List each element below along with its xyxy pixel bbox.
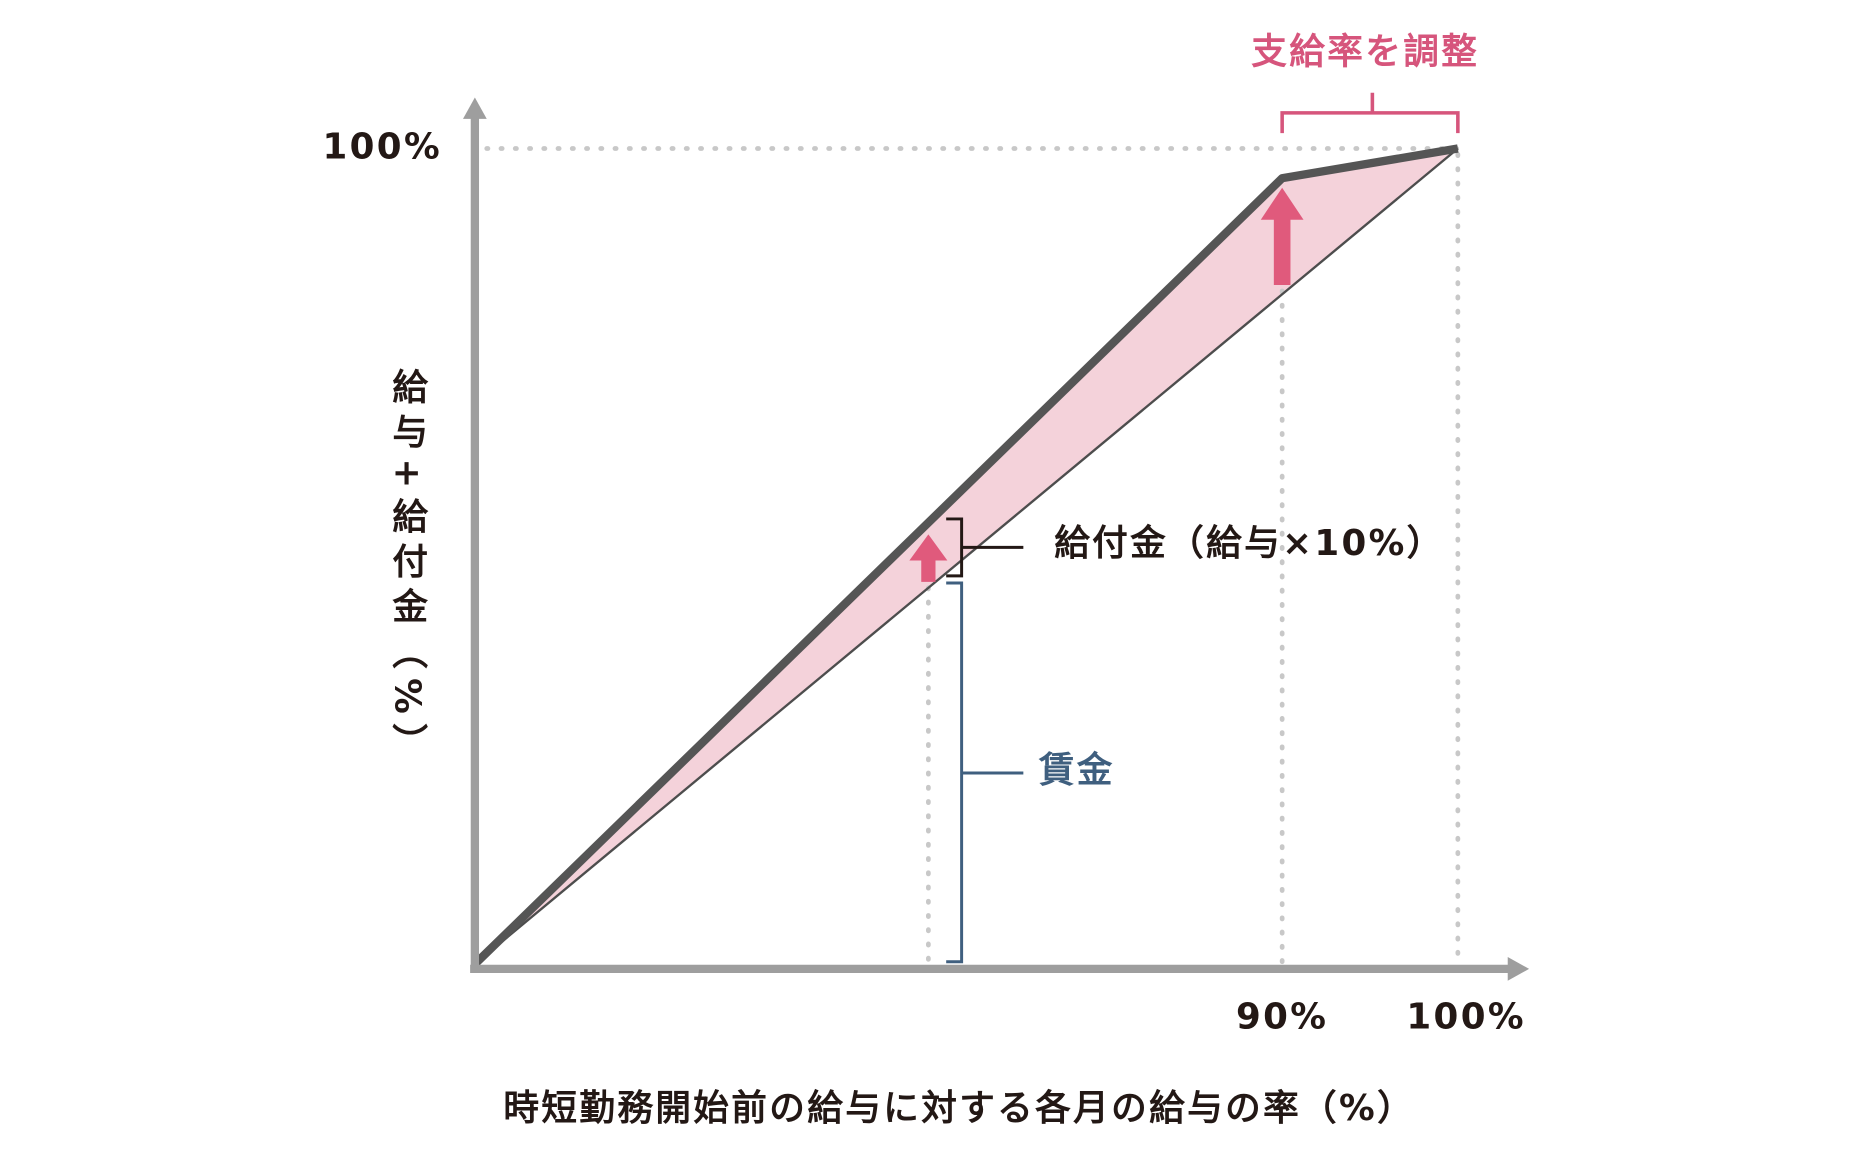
x-tick-label: 90%: [1236, 997, 1328, 1038]
wage-bracket: [946, 581, 1024, 964]
y-tick-label: 100%: [323, 127, 443, 168]
x-axis-label: 時短勤務開始前の給与に対する各月の給与の率（%）: [503, 1088, 1415, 1129]
up-arrow: [909, 534, 948, 582]
up-arrow: [1260, 187, 1304, 286]
benefit-bracket: [946, 517, 1024, 578]
x-tick-label: 100%: [1406, 997, 1526, 1038]
benefit-label: 給付金（給与×10%）: [1054, 523, 1444, 564]
y-axis-arrow: [463, 97, 487, 119]
annotation-top: 支給率を調整: [1251, 32, 1479, 73]
total-line: [471, 144, 1459, 968]
guides: [484, 146, 1461, 965]
adjust-bracket: [1280, 92, 1460, 134]
x-axis-arrow: [1507, 956, 1530, 981]
wage-line: [474, 147, 1459, 966]
y-axis-label: 給与+給付金（%）: [387, 368, 429, 768]
wage-label: 賃金: [1038, 750, 1115, 791]
arrows: [909, 187, 1304, 582]
